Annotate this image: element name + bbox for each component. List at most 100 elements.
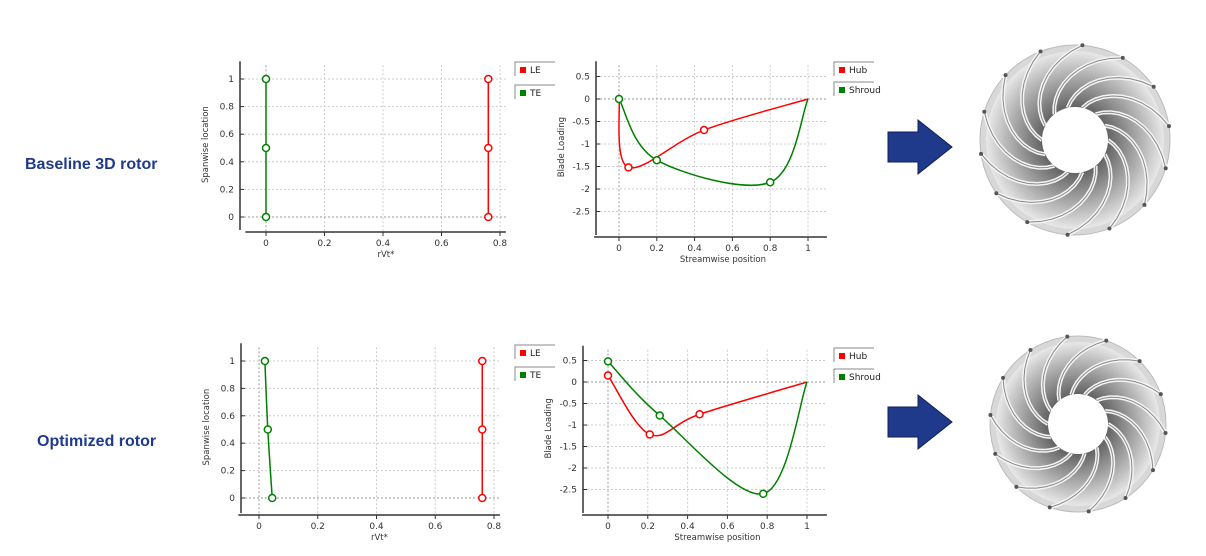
x-tick-label: 0 [616, 244, 622, 254]
impeller-rotor-image [988, 334, 1168, 514]
y-axis-label: Blade Loading [544, 398, 554, 458]
data-point [261, 74, 271, 84]
data-point [614, 94, 624, 104]
y-tick-label: -2 [568, 464, 577, 474]
data-point [655, 411, 664, 420]
rotor-blade-edge [1084, 379, 1162, 396]
data-point [758, 489, 768, 499]
x-tick-label: 0 [263, 239, 269, 249]
x-tick-label: 0.6 [725, 244, 740, 254]
y-tick-label: 0 [571, 378, 577, 388]
rotor-blade-edge [1027, 165, 1097, 223]
x-tick-label: 0.8 [487, 522, 502, 532]
x-tick-label: 0.6 [720, 522, 735, 532]
y-tick-label: -0.5 [572, 118, 590, 128]
y-tick-label: -1 [568, 421, 577, 431]
x-tick-label: 1 [804, 522, 810, 532]
data-point [478, 356, 487, 366]
y-axis-label: Spanwise location [201, 106, 211, 183]
rotor-blade-edge [1058, 340, 1107, 401]
data-point [624, 163, 633, 172]
x-tick-label: 0.4 [369, 522, 384, 532]
data-point [484, 74, 493, 84]
x-tick-label: 0.2 [650, 244, 664, 254]
rotor-blade-edge [1067, 77, 1154, 109]
data-point [478, 493, 487, 503]
rotor-blade-edge [980, 153, 1068, 185]
blade-tip [1163, 430, 1168, 435]
legend-swatch [520, 372, 526, 378]
x-tick-label: 0.4 [687, 244, 702, 254]
legend-label: TE [529, 371, 541, 381]
rotor-blade-edge [1049, 447, 1098, 508]
chart-4: 0 0.2 0.4 0.6 0.8 1 0.5 0 -0.5 -1 -1.5 -2 -2.5 Stream… [544, 345, 881, 543]
rotor-blade-edge [1038, 44, 1083, 126]
y-tick-label: 0.5 [576, 73, 590, 83]
legend-swatch [839, 87, 845, 93]
legend-swatch [839, 353, 845, 359]
y-tick-label: -1.5 [559, 443, 577, 453]
x-axis-label: Streamwise position [680, 255, 766, 265]
x-tick-label: 0.8 [760, 522, 775, 532]
data-point [478, 425, 487, 434]
legend-swatch [520, 67, 526, 73]
rotor-blade-edge [1002, 75, 1046, 155]
blade-tip [1047, 505, 1052, 510]
x-tick-label: 0 [605, 522, 611, 532]
y-tick-label: -1.5 [572, 163, 590, 173]
y-tick-label: 0.2 [220, 185, 234, 195]
blade-tip [1038, 49, 1043, 54]
y-tick-label: -2.5 [559, 486, 577, 496]
data-point [645, 430, 655, 439]
row-label-baseline: Baseline 3D rotor [25, 156, 158, 173]
blade-tip [1163, 166, 1168, 171]
rotor-blade-edge [1021, 51, 1043, 141]
rotor-blade-edge [1088, 436, 1114, 512]
series-line-hub [618, 98, 809, 169]
blade-tip [1151, 84, 1156, 89]
blade-tip [1025, 220, 1030, 225]
rotor-blade-edge [1082, 95, 1170, 127]
data-point [267, 493, 277, 503]
legend-label: LE [530, 349, 541, 359]
x-axis-label: Streamwise position [674, 533, 760, 543]
blade-tip [1104, 338, 1109, 343]
x-tick-label: 0.4 [376, 239, 391, 249]
rotor-blade-edge [1107, 139, 1129, 229]
blade-tip [1120, 55, 1125, 60]
y-tick-label: -0.5 [559, 400, 577, 410]
blade-tip [1086, 509, 1091, 514]
y-tick-label: 0.4 [220, 158, 235, 168]
legend-swatch [520, 90, 526, 96]
y-tick-label: 0.8 [220, 103, 235, 113]
legend-label: Hub [849, 66, 867, 76]
chart-3: 0 0.2 0.4 0.6 0.8 0 0.2 0.4 0.6 0.8 1 rVt* Spanwise … [202, 343, 555, 543]
x-tick-label: 0.2 [311, 522, 325, 532]
y-tick-label: 0 [584, 95, 590, 105]
data-point [263, 425, 273, 434]
data-point [484, 143, 493, 153]
rotor-blade-edge [1002, 377, 1052, 438]
x-tick-label: 0.2 [641, 522, 655, 532]
series-line-shroud [607, 360, 808, 495]
blade-tip [1065, 334, 1070, 339]
legend-label: Shroud [849, 373, 881, 383]
rotor-blade-edge [1070, 359, 1140, 395]
x-tick-label: 0.6 [434, 239, 449, 249]
x-tick-label: 0.6 [428, 522, 443, 532]
legend-box [833, 347, 874, 362]
data-point [260, 356, 270, 366]
y-tick-label: 0.2 [221, 467, 235, 477]
y-tick-label: 0.6 [220, 130, 235, 140]
legend-box [514, 344, 555, 359]
legend-label: Shroud [849, 86, 881, 96]
rotor-blade-edge [1053, 57, 1123, 115]
y-tick-label: 1 [229, 357, 235, 367]
rotor-hub-bore [1042, 107, 1108, 173]
blade-tip [993, 451, 998, 456]
rotor-blade-edge [1042, 336, 1068, 412]
blade-tip [1137, 359, 1142, 364]
blade-tip [1158, 392, 1163, 397]
y-axis-label: Blade Loading [557, 117, 567, 177]
y-axis-label: Spanwise location [202, 389, 212, 466]
